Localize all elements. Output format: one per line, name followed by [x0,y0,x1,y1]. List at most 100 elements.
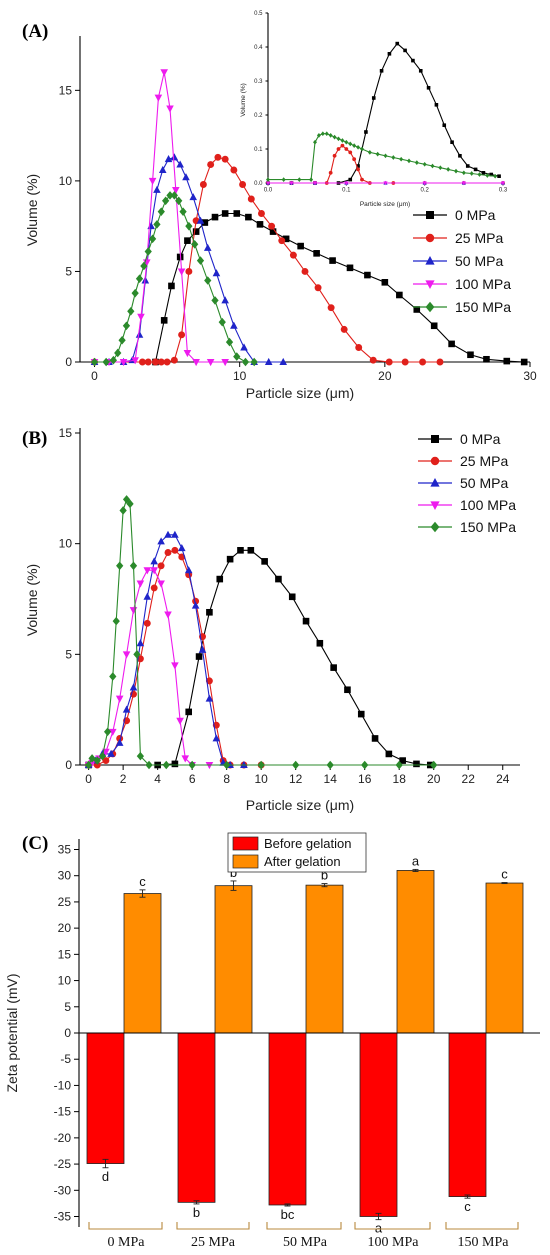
data-point-150-mpa [122,321,131,331]
data-point-25-mpa [150,584,158,592]
data-point-0-mpa [371,735,379,742]
data-point-150-mpa [309,177,314,182]
bar-group-25-mpa: bb [177,865,253,1220]
panel-b-legend-100mpa: 100 MPa [460,497,516,513]
category-bracket-25-mpa [176,1222,250,1230]
data-point-0-mpa [379,69,384,73]
data-point-150-mpa [344,139,349,145]
data-point-0-mpa [348,177,353,182]
data-point-150-mpa [493,173,498,179]
data-point-50-mpa [153,185,161,193]
data-point-25-mpa [170,356,178,364]
data-point-0-mpa [418,69,423,73]
data-point-25-mpa [207,161,215,169]
data-point-150-mpa [93,756,101,765]
data-point-25-mpa [199,181,207,188]
data-point-150-mpa [170,191,178,200]
data-point-100-mpa [500,181,506,186]
data-point-50-mpa [279,357,288,365]
data-point-25-mpa [102,757,110,765]
x-tick-label: 8 [223,772,230,786]
legend-marker-25-mpa [425,233,435,243]
data-point-100-mpa [148,177,157,186]
data-point-25-mpa [348,150,353,155]
y-tick-label: -15 [54,1105,72,1119]
data-point-150-mpa [352,143,357,148]
bar-before-gelation-0-mpa [86,1032,125,1164]
data-point-150-mpa [399,156,404,162]
data-point-150-mpa [118,335,126,345]
significance-letter: a [375,1221,383,1236]
significance-letter: c [501,867,508,882]
data-point-150-mpa [461,170,466,176]
data-point-100-mpa [131,357,139,365]
data-point-150-mpa [102,357,110,367]
data-point-100-mpa [171,662,179,670]
data-point-50-mpa [212,734,221,742]
data-point-100-mpa [150,567,158,575]
data-point-150-mpa [324,131,329,137]
y-tick-label: 0.3 [254,79,263,85]
bar-group-50-mpa: bc b [268,868,344,1222]
y-tick-label: 0.0 [254,181,263,187]
x-tick-label: 24 [496,772,510,786]
data-point-0-mpa [357,710,365,718]
y-tick-label: -30 [54,1183,72,1197]
y-tick-label: 5 [65,264,72,278]
panel-b-legend: 0 MPa 25 MPa 50 MPa 100 MPa 150 MPa [418,431,516,535]
data-point-150-mpa [250,357,258,367]
data-point-100-mpa [205,762,214,770]
data-point-50-mpa [171,530,179,538]
data-point-100-mpa [160,69,168,77]
data-point-25-mpa [143,619,151,627]
data-point-150-mpa [112,616,120,626]
data-point-100-mpa [154,94,163,102]
data-point-150-mpa [140,261,148,271]
legend-label-100mpa: 100 MPa [460,497,516,513]
data-point-0-mpa [395,41,400,46]
data-point-150-mpa [185,221,193,231]
data-point-0-mpa [442,123,447,127]
data-point-150-mpa [109,672,117,681]
data-point-0-mpa [269,228,277,235]
panel-label-a: (A) [22,21,48,42]
data-point-50-mpa [157,537,165,545]
data-point-50-mpa [191,601,200,609]
data-point-0-mpa [467,351,474,359]
category-label-100mpa: 100 MPa [368,1235,420,1250]
data-point-50-mpa [230,321,238,329]
data-point-0-mpa [387,52,392,56]
data-point-25-mpa [268,222,276,230]
series-line-150-mpa [268,133,496,181]
data-point-100-mpa [176,717,184,725]
data-point-25-mpa [355,344,363,351]
panel-b-legend-25mpa: 25 MPa [460,453,508,469]
data-point-0-mpa [329,257,336,264]
data-point-150-mpa [166,191,174,200]
x-tick-label: 18 [393,772,407,786]
panel-b-series [84,495,438,770]
panel-a-series [90,69,528,367]
data-point-100-mpa [289,181,294,186]
data-point-0-mpa [216,575,224,583]
data-point-25-mpa [369,356,377,364]
data-point-150-mpa [297,177,302,182]
data-point-100-mpa [206,359,215,367]
data-point-100-mpa [181,755,190,763]
data-point-0-mpa [450,140,454,144]
data-point-25-mpa [171,546,179,554]
data-point-25-mpa [257,210,265,217]
data-point-0-mpa [237,547,244,554]
data-point-0-mpa [313,250,320,257]
panel-b-legend-marks [418,435,452,533]
bar-group-100-mpa: aa [359,853,435,1236]
data-point-50-mpa [129,683,138,691]
data-point-100-mpa [115,695,124,703]
significance-letter: b [230,865,237,880]
data-point-150-mpa [313,139,317,145]
x-tick-label: 0.3 [499,188,508,194]
data-point-0-mpa [434,103,439,107]
data-point-100-mpa [108,728,117,736]
legend-marker-0-mpa [431,435,439,443]
